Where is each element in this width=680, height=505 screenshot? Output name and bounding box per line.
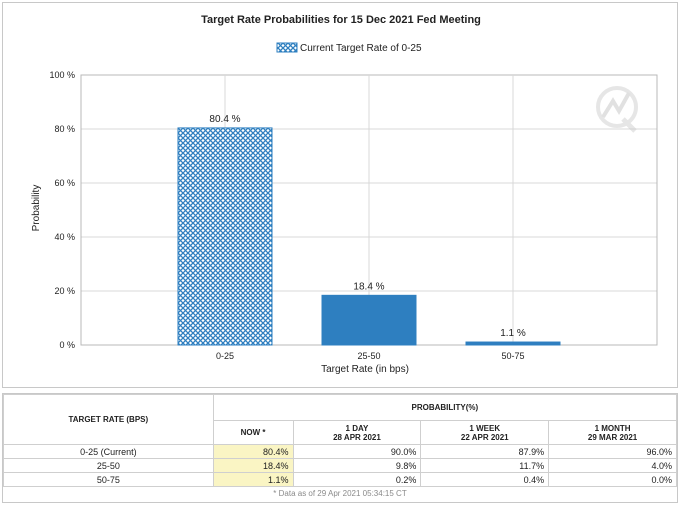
bar-value-label: 80.4 %: [209, 114, 240, 125]
bar-25-50[interactable]: [321, 294, 417, 346]
chart-title: Target Rate Probabilities for 15 Dec 202…: [201, 14, 481, 26]
bar-0-25[interactable]: [177, 127, 273, 346]
probability-cell: 90.0%: [292, 444, 422, 459]
probability-header: PROBABILITY(%): [212, 394, 678, 421]
probability-cell: 1.1%: [212, 472, 294, 487]
labels: 80.4 % 0-25 18.4 % 25-50 1.1 % 50-75: [209, 114, 525, 361]
target-rate-cell: 25-50: [3, 458, 214, 473]
probability-cell: 9.8%: [292, 458, 422, 473]
probability-cell: 0.4%: [420, 472, 550, 487]
y-tick-label: 100 %: [49, 70, 75, 80]
probability-cell: 18.4%: [212, 458, 294, 473]
chart-panel: Target Rate Probabilities for 15 Dec 202…: [2, 2, 678, 388]
bar-50-75[interactable]: [465, 341, 561, 346]
x-tick-label: 50-75: [501, 351, 524, 361]
x-tick-label: 0-25: [216, 351, 234, 361]
y-tick-label: 20 %: [54, 286, 75, 296]
target-rate-cell: 0-25 (Current): [3, 444, 214, 459]
x-axis-label: Target Rate (in bps): [321, 364, 409, 375]
column-header-1: 1 DAY 28 APR 2021: [292, 420, 422, 445]
table-row: 50-75 1.1% 0.2% 0.4% 0.0%: [3, 472, 677, 487]
y-tick-label: 0 %: [59, 340, 75, 350]
column-header-line2: 29 MAR 2021: [587, 432, 638, 442]
probability-table: TARGET RATE (BPS) PROBABILITY(%) NOW * 1 …: [3, 394, 678, 501]
probability-cell: 80.4%: [212, 444, 294, 459]
column-header-0: NOW *: [212, 420, 294, 445]
table-row: 0-25 (Current) 80.4% 90.0% 87.9% 96.0%: [3, 444, 677, 459]
y-tick-label: 80 %: [54, 124, 75, 134]
probability-cell: 96.0%: [548, 444, 677, 459]
data-timestamp-note: * Data as of 29 Apr 2021 05:34:15 CT: [273, 489, 407, 499]
bar-chart: Target Rate Probabilities for 15 Dec 202…: [31, 14, 658, 375]
probability-cell: 0.0%: [548, 472, 677, 487]
probability-cell: 0.2%: [292, 472, 422, 487]
column-header-line1: 1 WEEK: [469, 423, 501, 433]
x-tick-label: 25-50: [357, 351, 380, 361]
bar-value-label: 18.4 %: [353, 281, 384, 292]
column-header-3: 1 MONTH 29 MAR 2021: [548, 420, 677, 445]
y-tick-label: 40 %: [54, 232, 75, 242]
bar-value-label: 1.1 %: [500, 328, 526, 339]
probability-cell: 4.0%: [548, 458, 677, 473]
column-header-line1: 1 DAY: [345, 423, 369, 433]
probability-cell: 11.7%: [420, 458, 550, 473]
y-axis-label: Probability: [31, 185, 42, 232]
column-header-line1: NOW *: [240, 428, 266, 437]
target-rate-cell: 50-75: [3, 472, 214, 487]
column-header-line1: 1 MONTH: [594, 423, 631, 433]
target-rate-header: TARGET RATE (BPS): [3, 394, 214, 445]
q-logo-icon: [596, 86, 638, 133]
table-row: 25-50 18.4% 9.8% 11.7% 4.0%: [3, 458, 677, 473]
column-header-2: 1 WEEK 22 APR 2021: [420, 420, 550, 445]
bars: [177, 127, 561, 346]
legend-label[interactable]: Current Target Rate of 0-25: [300, 43, 422, 54]
column-header-line2: 22 APR 2021: [460, 432, 509, 442]
y-tick-label: 60 %: [54, 178, 75, 188]
probability-table-panel: TARGET RATE (BPS) PROBABILITY(%) NOW * 1 …: [2, 393, 678, 503]
legend-swatch: [276, 42, 298, 53]
probability-cell: 87.9%: [420, 444, 550, 459]
column-header-line2: 28 APR 2021: [333, 432, 381, 442]
